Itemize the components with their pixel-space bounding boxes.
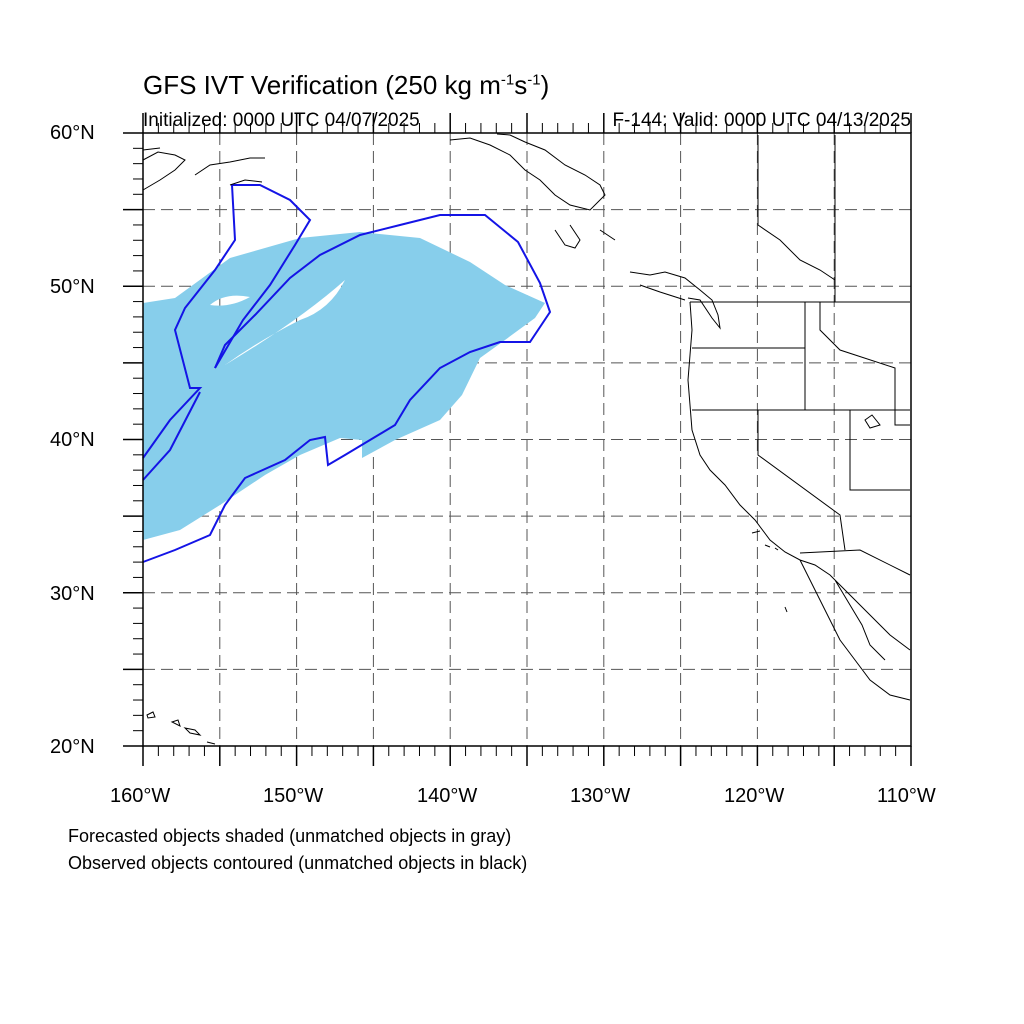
bc-coast: [554, 224, 721, 330]
us-mexico-west-coast: [687, 301, 911, 701]
observed-contour-strand: [142, 391, 201, 481]
initialized-time: Initialized: 0000 UTC 04/07/2025: [143, 110, 420, 131]
lon-label-120w: 120°W: [724, 785, 785, 807]
figure-title: GFS IVT Verification (250 kg m-1s-1): [143, 70, 550, 100]
valid-time: F-144: Valid: 0000 UTC 04/13/2025: [612, 110, 911, 131]
coastlines-and-borders: [142, 133, 911, 745]
minor-ticks: [133, 123, 897, 756]
lon-label-110w: 110°W: [877, 785, 936, 807]
us-mexico-border: [799, 549, 911, 576]
observed-contour-northwest: [142, 184, 312, 459]
lat-label-50n: 50°N: [50, 276, 95, 298]
channel-islands: [751, 530, 788, 613]
lat-label-30n: 30°N: [50, 583, 95, 605]
alaska-coast: [142, 133, 606, 211]
major-ticks: [123, 113, 912, 766]
hawaii-islands: [146, 711, 216, 745]
us-state-borders: [692, 135, 910, 551]
lat-label-60n: 60°N: [50, 122, 95, 144]
observed-contour-main: [142, 214, 552, 563]
observed-object-contours: [142, 184, 552, 563]
legend-forecast-note: Forecasted objects shaded (unmatched obj…: [68, 826, 512, 846]
lon-label-130w: 130°W: [570, 785, 631, 807]
great-salt-lake: [864, 414, 881, 429]
forecast-object-shaded: [143, 232, 545, 540]
lat-label-20n: 20°N: [50, 736, 95, 758]
legend-observed-note: Observed objects contoured (unmatched ob…: [68, 853, 528, 873]
lon-label-140w: 140°W: [417, 785, 478, 807]
lat-label-40n: 40°N: [50, 429, 95, 451]
lon-label-150w: 150°W: [263, 785, 324, 807]
lon-label-160w: 160°W: [110, 785, 171, 807]
